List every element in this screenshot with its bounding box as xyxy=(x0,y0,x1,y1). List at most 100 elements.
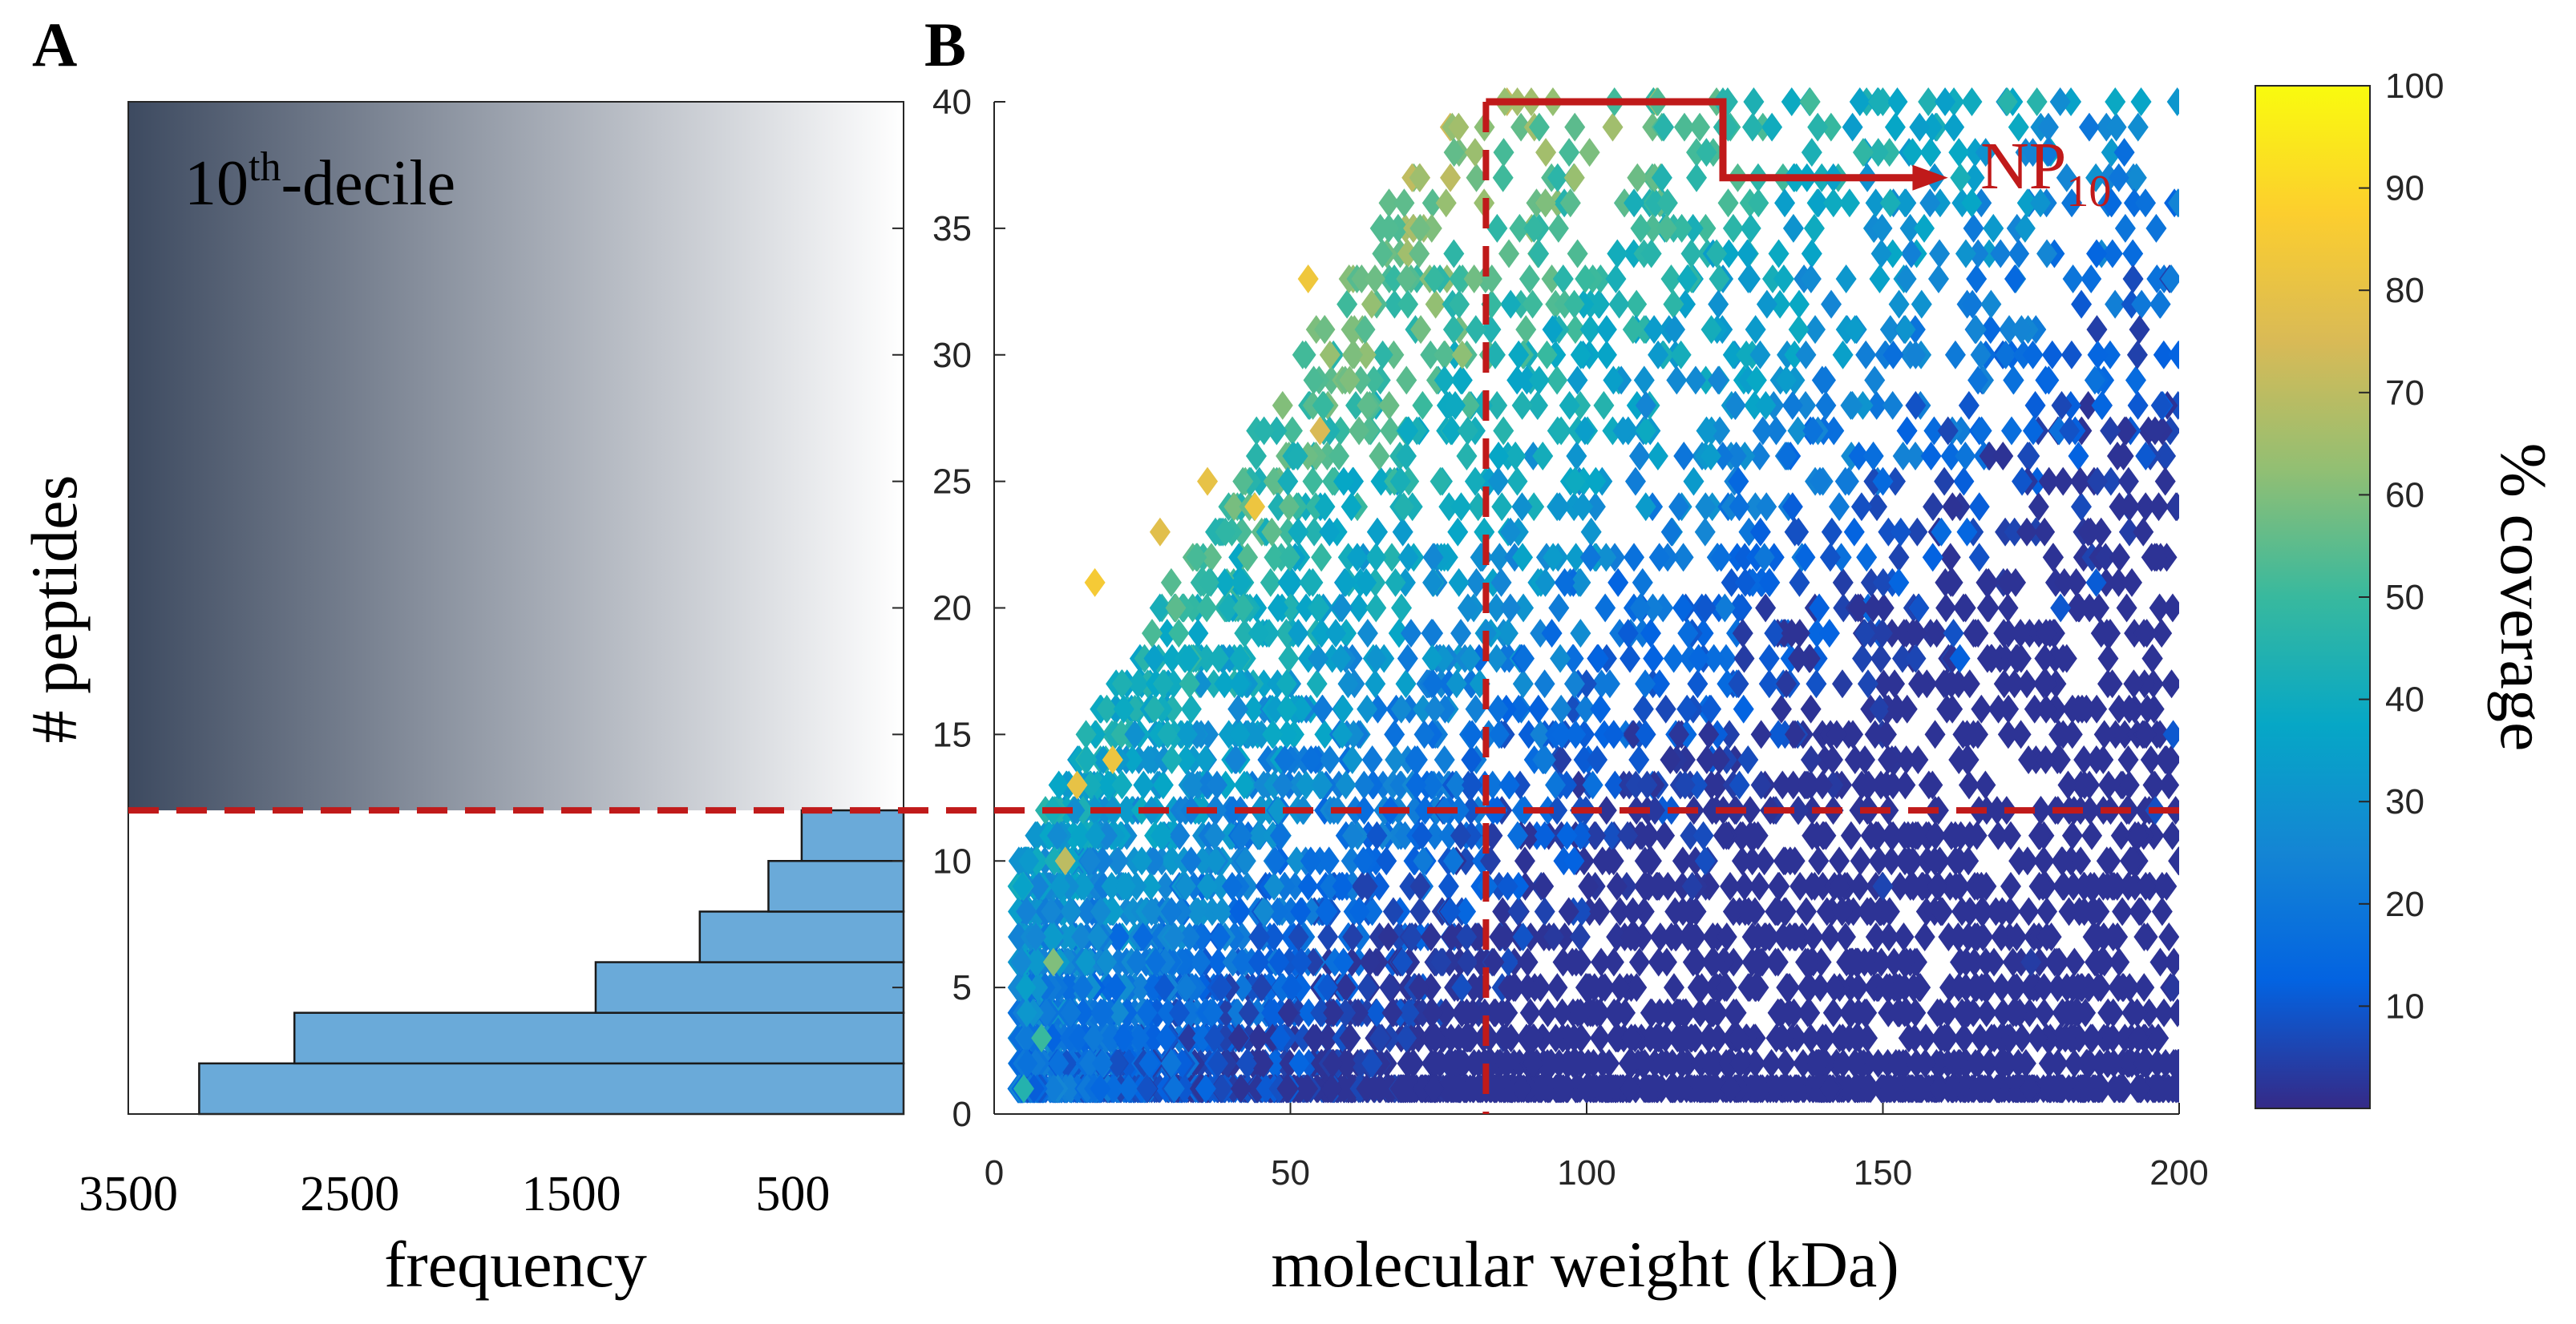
scatter-point xyxy=(1755,593,1777,623)
scatter-point xyxy=(1046,821,1068,850)
scatter-point xyxy=(1278,492,1300,522)
scatter-point xyxy=(1776,973,1798,1003)
scatter-point xyxy=(1963,619,1984,648)
scatter-point xyxy=(1154,973,1175,1003)
scatter-point xyxy=(1455,897,1477,926)
scatter-point xyxy=(1264,543,1285,572)
scatter-point xyxy=(1205,846,1227,876)
scatter-point xyxy=(1332,694,1354,724)
scatter-point xyxy=(1376,846,1397,876)
scatter-point xyxy=(1191,846,1213,876)
scatter-point xyxy=(1260,567,1281,597)
scatter-point xyxy=(1181,770,1203,800)
scatter-point xyxy=(1802,416,1824,446)
scatter-point xyxy=(1296,770,1317,800)
scatter-point xyxy=(1533,1048,1555,1078)
scatter-point xyxy=(1672,846,1693,876)
scatter-point xyxy=(1163,669,1184,699)
scatter-point xyxy=(1923,492,1944,522)
scatter-point xyxy=(1811,365,1833,395)
histogram-bar-1 xyxy=(293,1011,905,1065)
scatter-point xyxy=(1218,720,1239,749)
scatter-point xyxy=(1882,770,1904,800)
scatter-point xyxy=(1335,973,1357,1003)
scatter-point xyxy=(1634,846,1656,876)
scatter-point xyxy=(1847,973,1869,1003)
scatter-point xyxy=(1214,669,1235,699)
scatter-point xyxy=(1508,340,1530,369)
scatter-point xyxy=(1948,138,1970,168)
scatter-point xyxy=(1822,745,1843,774)
scatter-point xyxy=(1041,897,1062,926)
scatter-point xyxy=(1755,390,1777,420)
scatter-point xyxy=(1787,644,1809,673)
scatter-point xyxy=(1695,213,1717,243)
scatter-point xyxy=(1409,163,1430,192)
scatter-point xyxy=(1451,973,1473,1003)
scatter-point xyxy=(1303,1023,1324,1053)
scatter-point xyxy=(1567,365,1588,395)
scatter-point xyxy=(1831,669,1853,699)
scatter-point xyxy=(1492,897,1514,926)
scatter-point xyxy=(1187,619,1209,648)
scatter-point xyxy=(1795,390,1817,420)
scatter-point xyxy=(1964,973,1986,1003)
scatter-point xyxy=(1635,720,1656,749)
scatter-point xyxy=(2008,112,2029,142)
scatter-point xyxy=(2127,390,2149,420)
scatter-point xyxy=(1575,694,1596,724)
scatter-point xyxy=(1491,492,1513,522)
scatter-point xyxy=(1937,416,1959,446)
scatter-point xyxy=(1297,871,1319,901)
scatter-point xyxy=(1770,694,1792,724)
scatter-point xyxy=(1341,745,1363,774)
scatter-point xyxy=(1253,669,1275,699)
scatter-point xyxy=(1962,289,1984,319)
scatter-point xyxy=(1733,694,1754,724)
scatter-point xyxy=(1314,492,1336,522)
scatter-point xyxy=(1607,1023,1628,1053)
scatter-point xyxy=(1442,416,1463,446)
scatter-point xyxy=(1927,264,1949,294)
panel-a-label: A xyxy=(32,10,77,79)
scatter-point xyxy=(1363,365,1385,395)
scatter-point xyxy=(1196,593,1218,623)
scatter-point xyxy=(1764,619,1785,648)
scatter-point xyxy=(1435,998,1457,1027)
scatter-point xyxy=(1871,213,1893,243)
scatter-point xyxy=(1059,1074,1081,1104)
scatter-point xyxy=(1924,720,1946,749)
scatter-point xyxy=(1722,340,1744,369)
scatter-point xyxy=(2043,1074,2064,1104)
scatter-point xyxy=(1632,694,1654,724)
scatter-point xyxy=(1680,821,1701,850)
scatter-point xyxy=(1914,213,1935,243)
scatter-point xyxy=(1179,669,1200,699)
scatter-point xyxy=(1743,87,1765,116)
scatter-point xyxy=(2047,1048,2068,1078)
scatter-point xyxy=(2135,720,2157,749)
scatter-point xyxy=(1709,264,1730,294)
scatter-point xyxy=(1852,390,1874,420)
scatter-point xyxy=(2008,846,2030,876)
scatter-point xyxy=(1315,897,1337,926)
scatter-point xyxy=(1906,619,1927,648)
scatter-point xyxy=(1378,390,1400,420)
scatter-point xyxy=(2133,517,2154,547)
scatter-point xyxy=(1852,644,1874,673)
scatter-point xyxy=(1516,365,1538,395)
scatter-point xyxy=(1701,796,1723,825)
scatter-point xyxy=(1968,492,1990,522)
scatter-point xyxy=(2029,821,2051,850)
scatter-point xyxy=(2121,567,2143,597)
scatter-point xyxy=(1884,1074,1906,1104)
scatter-point xyxy=(1238,998,1260,1027)
histogram-bar-5 xyxy=(800,809,905,862)
scatter-point xyxy=(1931,517,1952,547)
scatter-point xyxy=(1918,770,1939,800)
scatter-point xyxy=(1942,492,1963,522)
scatter-point xyxy=(1639,821,1660,850)
scatter-point xyxy=(2122,239,2144,268)
scatter-point xyxy=(2056,163,2077,192)
scatter-point xyxy=(1944,340,1966,369)
